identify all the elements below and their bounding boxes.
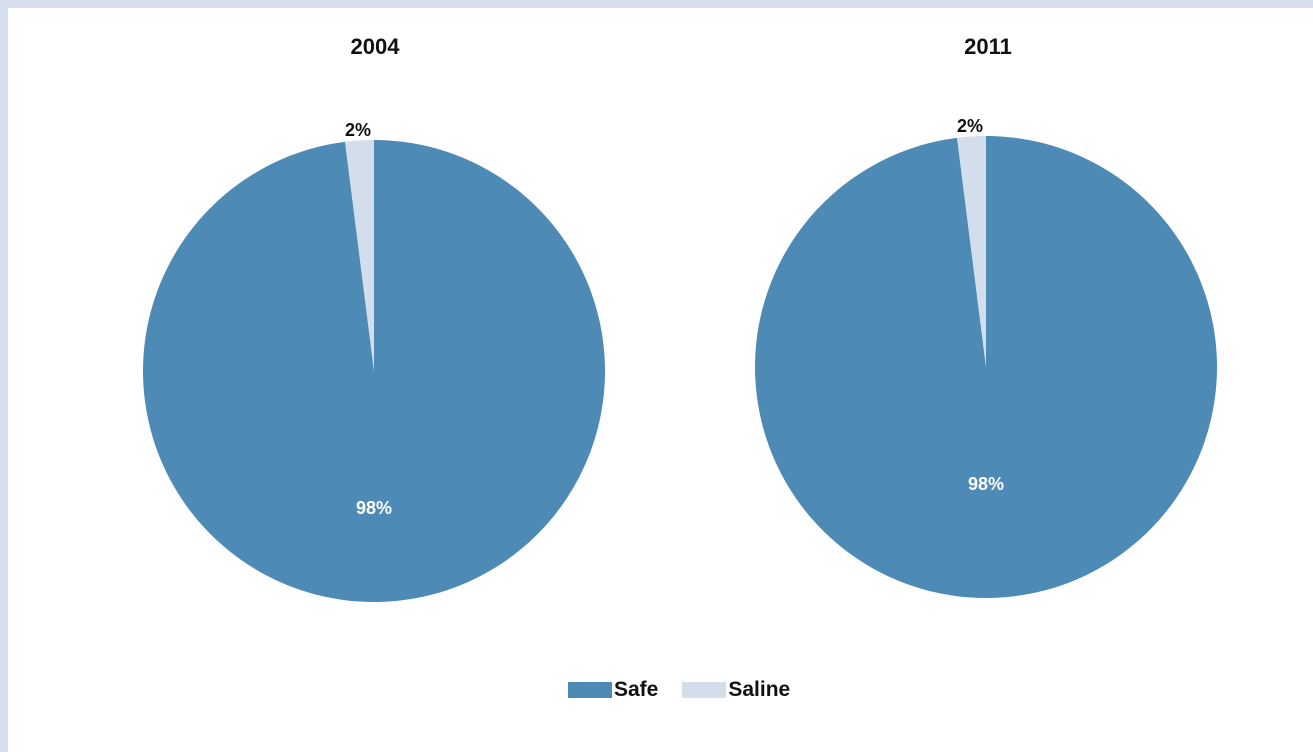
pie-slice-safe <box>142 140 605 602</box>
pie-slice-saline <box>957 136 986 367</box>
legend-label-safe: Safe <box>614 678 659 701</box>
data-label-saline: 2% <box>957 116 983 136</box>
pie-slice-saline <box>345 140 374 371</box>
data-label-safe: 98% <box>968 474 1004 494</box>
legend-item-saline: Saline <box>682 678 790 702</box>
data-label-saline: 2% <box>345 120 371 140</box>
legend-swatch-saline <box>682 682 727 698</box>
legend-item-safe: Safe <box>568 678 658 702</box>
pie-chart-2011: 98% 2% <box>754 116 1217 599</box>
chart-panel: 2004 2011 98% 2% 98% 2% Safe Saline <box>8 8 1313 752</box>
legend-label-saline: Saline <box>728 678 791 701</box>
legend: Safe Saline <box>568 678 814 702</box>
pie-chart-2004: 98% 2% <box>142 120 605 602</box>
pie-slice-safe <box>754 136 1217 599</box>
legend-swatch-safe <box>568 682 612 698</box>
data-label-safe: 98% <box>356 498 392 518</box>
chart-title-2011: 2011 <box>964 34 1012 59</box>
chart-title-2004: 2004 <box>350 34 400 59</box>
